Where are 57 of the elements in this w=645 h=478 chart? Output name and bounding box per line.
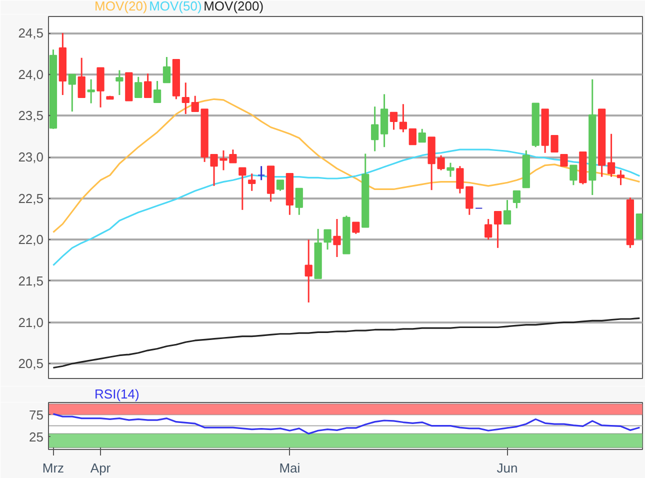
text: MOV(200) bbox=[204, 0, 264, 14]
candlestick bbox=[560, 154, 568, 167]
y-tick-label: 75 bbox=[29, 407, 44, 422]
candlestick bbox=[494, 210, 502, 249]
candlestick bbox=[87, 78, 95, 104]
candlestick bbox=[446, 162, 454, 178]
y-tick-label: 25 bbox=[29, 429, 44, 444]
candlestick bbox=[116, 69, 124, 96]
line-series bbox=[52, 148, 640, 266]
candlestick bbox=[570, 164, 578, 186]
text: MOV(50) bbox=[149, 0, 202, 14]
candlestick bbox=[96, 66, 104, 108]
candlestick bbox=[408, 128, 416, 146]
line-series bbox=[52, 413, 640, 434]
candlestick bbox=[390, 112, 398, 130]
candlestick bbox=[78, 57, 86, 98]
candlestick bbox=[191, 95, 199, 112]
y-tick-label: 20,5 bbox=[18, 356, 44, 372]
candlestick bbox=[304, 238, 312, 304]
line-series bbox=[52, 98, 640, 234]
x-tick-label: Mai bbox=[279, 460, 300, 476]
candlestick bbox=[258, 165, 266, 181]
candlestick bbox=[68, 74, 76, 112]
candlestick bbox=[607, 133, 616, 178]
candlestick bbox=[238, 166, 246, 211]
y-tick-label: 21,0 bbox=[18, 314, 44, 330]
text: MOV(20) bbox=[94, 0, 148, 14]
candlestick bbox=[153, 80, 162, 104]
candlestick bbox=[333, 218, 341, 258]
candlestick bbox=[144, 72, 152, 98]
y-tick-label: 24,0 bbox=[18, 66, 44, 82]
candlestick bbox=[324, 228, 332, 250]
candlestick bbox=[484, 218, 492, 240]
candlestick bbox=[512, 190, 521, 209]
x-tick-label: Jun bbox=[496, 460, 518, 476]
y-tick-label: 22,0 bbox=[18, 232, 44, 248]
candlestick bbox=[616, 169, 625, 186]
candlestick bbox=[248, 172, 256, 192]
line-series bbox=[52, 317, 640, 369]
candlestick bbox=[134, 76, 142, 98]
candlestick bbox=[399, 103, 408, 133]
y-tick-label: 23,5 bbox=[18, 108, 44, 124]
x-tick-label: Apr bbox=[90, 460, 112, 476]
candlestick bbox=[503, 199, 512, 225]
candlestick bbox=[418, 128, 426, 143]
candlestick bbox=[162, 56, 171, 84]
candlestick bbox=[276, 179, 284, 192]
series-label: RSI(14) bbox=[94, 386, 140, 402]
candlestick bbox=[352, 222, 360, 235]
y-tick-label: 23,0 bbox=[18, 150, 44, 164]
y-tick-label: 22,5 bbox=[18, 190, 44, 206]
candlestick bbox=[371, 106, 379, 152]
x-tick-label: Mrz bbox=[42, 460, 64, 476]
candlestick bbox=[182, 82, 190, 115]
candlestick bbox=[295, 188, 303, 216]
y-tick-label: 24,5 bbox=[18, 26, 44, 41]
y-tick-label: 21,5 bbox=[18, 273, 44, 288]
